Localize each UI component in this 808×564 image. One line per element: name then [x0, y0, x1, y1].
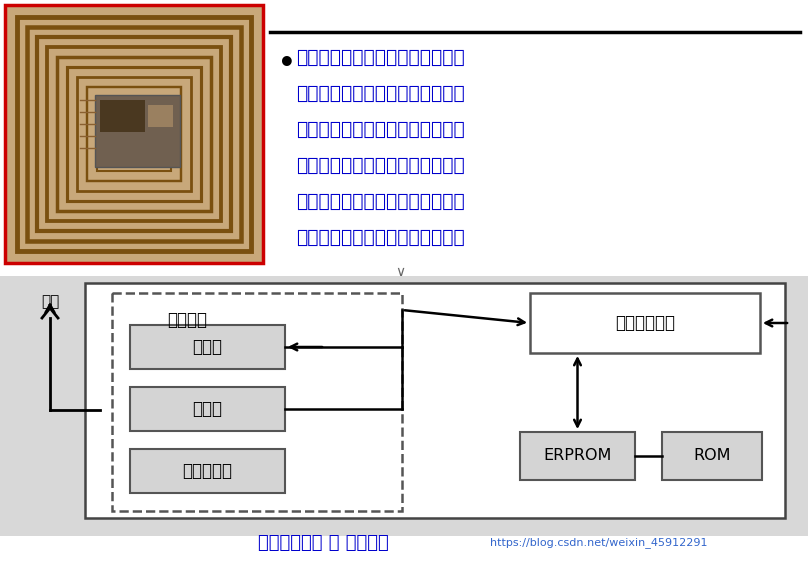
Bar [130, 325, 285, 369]
Text: ROM: ROM [693, 448, 730, 464]
Bar [17, 17, 251, 251]
Bar [87, 87, 181, 181]
Bar [85, 283, 785, 518]
Text: ∨: ∨ [395, 265, 405, 279]
Text: •: • [278, 50, 296, 78]
Bar [27, 27, 241, 241]
Bar [47, 47, 221, 221]
Text: 电子标签外形 和 原理框图: 电子标签外形 和 原理框图 [258, 534, 389, 552]
Text: 逻辑控制单元: 逻辑控制单元 [615, 314, 675, 332]
Bar [97, 97, 171, 171]
Bar [5, 5, 263, 263]
Bar [107, 107, 161, 161]
Bar [37, 37, 231, 231]
Text: 天线: 天线 [41, 294, 59, 309]
Text: 的数据信息调制后反射回阅读器。: 的数据信息调制后反射回阅读器。 [296, 228, 465, 247]
Bar [100, 100, 145, 132]
Text: 流电源供电子标签内的电路工作，: 流电源供电子标签内的电路工作， [296, 156, 465, 175]
Bar [117, 117, 151, 151]
Text: 射频接口: 射频接口 [167, 311, 207, 329]
Bar [0, 276, 808, 536]
Bar [112, 293, 402, 511]
Bar [530, 293, 760, 353]
Bar [57, 57, 211, 211]
Bar [77, 77, 191, 191]
Bar [0, 0, 808, 270]
Text: 号（能量）后将其一部分整流为直: 号（能量）后将其一部分整流为直 [296, 120, 465, 139]
Bar [95, 95, 180, 167]
Text: 一部分能量信号被电子标签内保存: 一部分能量信号被电子标签内保存 [296, 192, 465, 211]
Text: 解调器: 解调器 [192, 400, 222, 418]
Text: https://blog.csdn.net/weixin_45912291: https://blog.csdn.net/weixin_45912291 [490, 537, 708, 548]
Bar [148, 105, 173, 127]
Bar [67, 67, 201, 201]
Text: （能量），无源标签在收到查询信: （能量），无源标签在收到查询信 [296, 84, 465, 103]
Bar [130, 449, 285, 493]
Text: 电压调节器: 电压调节器 [183, 462, 233, 480]
Bar [130, 387, 285, 431]
Text: 调制器: 调制器 [192, 338, 222, 356]
Bar [662, 432, 762, 480]
Text: 系统工作时，阅读器发出查询信号: 系统工作时，阅读器发出查询信号 [296, 48, 465, 67]
Text: ERPROM: ERPROM [543, 448, 612, 464]
Bar [520, 432, 635, 480]
